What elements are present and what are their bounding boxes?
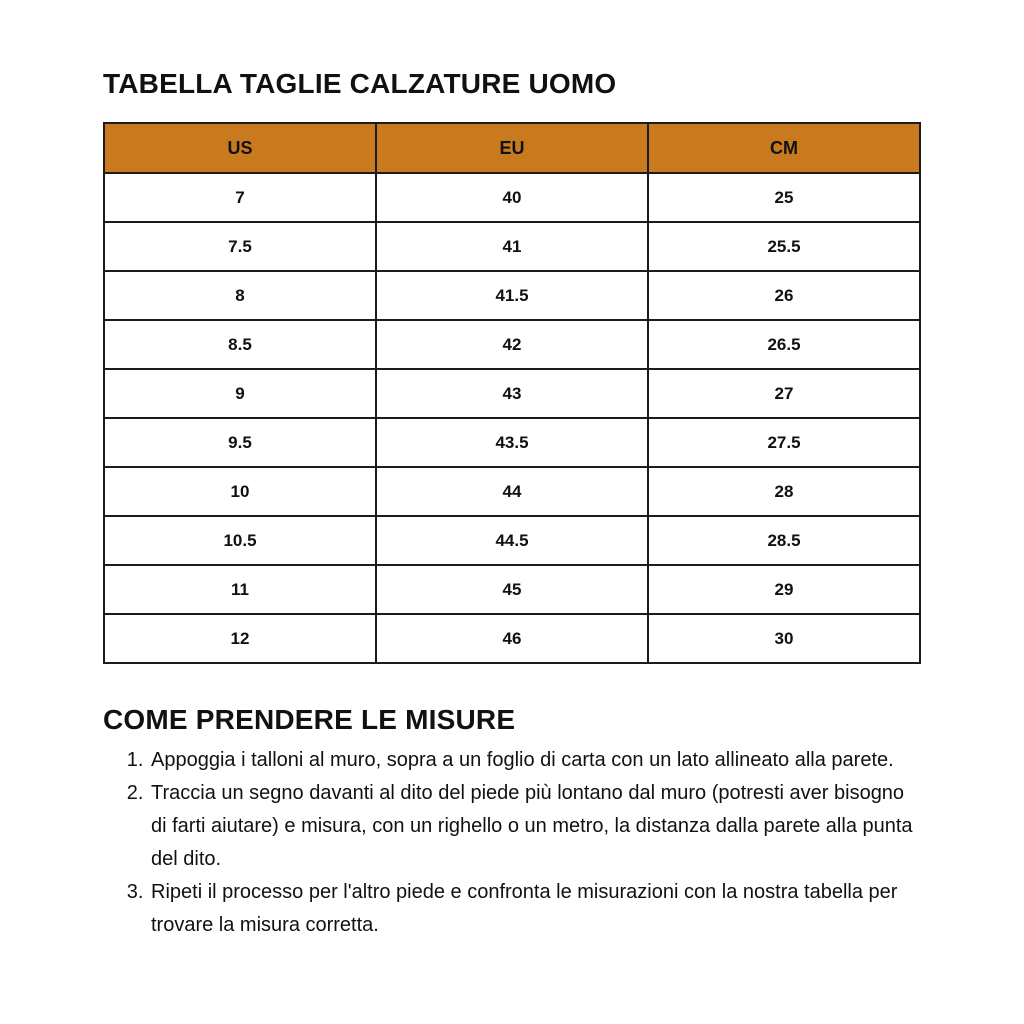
size-table-row: 9 43 27: [103, 368, 921, 419]
column-header-us: US: [103, 122, 377, 174]
size-cell: 26: [647, 270, 921, 321]
size-table-body: 7 40 25 7.5 41 25.5 8 41.5 26 8.5 42 26.5 9 43 27 9.5 43…: [103, 172, 921, 664]
size-table-header-row: US EU CM: [103, 122, 921, 174]
size-table-row: 7 40 25: [103, 172, 921, 223]
size-cell: 30: [647, 613, 921, 664]
instructions-list: Appoggia i talloni al muro, sopra a un f…: [103, 744, 921, 942]
size-cell: 41.5: [375, 270, 649, 321]
size-table-row: 8 41.5 26: [103, 270, 921, 321]
size-cell: 27.5: [647, 417, 921, 468]
size-cell: 40: [375, 172, 649, 223]
size-cell: 10: [103, 466, 377, 517]
size-table-row: 11 45 29: [103, 564, 921, 615]
size-cell: 28.5: [647, 515, 921, 566]
column-header-cm: CM: [647, 122, 921, 174]
size-cell: 9.5: [103, 417, 377, 468]
size-cell: 25: [647, 172, 921, 223]
size-table-header: US EU CM: [103, 122, 921, 174]
size-table-row: 10.5 44.5 28.5: [103, 515, 921, 566]
size-table-title: TABELLA TAGLIE CALZATURE UOMO: [103, 68, 617, 99]
size-cell: 29: [647, 564, 921, 615]
size-cell: 27: [647, 368, 921, 419]
size-table-row: 7.5 41 25.5: [103, 221, 921, 272]
size-cell: 28: [647, 466, 921, 517]
size-table: US EU CM 7 40 25 7.5 41 25.5 8 41.5 26 8.5 42 26.5 9…: [103, 122, 921, 664]
size-cell: 41: [375, 221, 649, 272]
size-cell: 7: [103, 172, 377, 223]
size-cell: 12: [103, 613, 377, 664]
size-table-row: 10 44 28: [103, 466, 921, 517]
size-cell: 9: [103, 368, 377, 419]
instruction-step-1: Appoggia i talloni al muro, sopra a un f…: [149, 744, 921, 777]
size-table-row: 9.5 43.5 27.5: [103, 417, 921, 468]
content-area: TABELLA TAGLIE CALZATURE UOMO US EU CM 7…: [103, 0, 921, 942]
size-cell: 8: [103, 270, 377, 321]
size-table-row: 8.5 42 26.5: [103, 319, 921, 370]
size-cell: 26.5: [647, 319, 921, 370]
column-header-eu: EU: [375, 122, 649, 174]
size-cell: 10.5: [103, 515, 377, 566]
size-cell: 7.5: [103, 221, 377, 272]
size-cell: 44: [375, 466, 649, 517]
size-cell: 43.5: [375, 417, 649, 468]
size-cell: 42: [375, 319, 649, 370]
instructions-title: COME PRENDERE LE MISURE: [103, 704, 516, 735]
size-cell: 43: [375, 368, 649, 419]
size-cell: 45: [375, 564, 649, 615]
size-cell: 25.5: [647, 221, 921, 272]
size-cell: 44.5: [375, 515, 649, 566]
size-cell: 46: [375, 613, 649, 664]
instruction-step-2: Traccia un segno davanti al dito del pie…: [149, 777, 921, 876]
size-cell: 11: [103, 564, 377, 615]
size-table-row: 12 46 30: [103, 613, 921, 664]
size-cell: 8.5: [103, 319, 377, 370]
instruction-step-3: Ripeti il processo per l'altro piede e c…: [149, 876, 921, 942]
